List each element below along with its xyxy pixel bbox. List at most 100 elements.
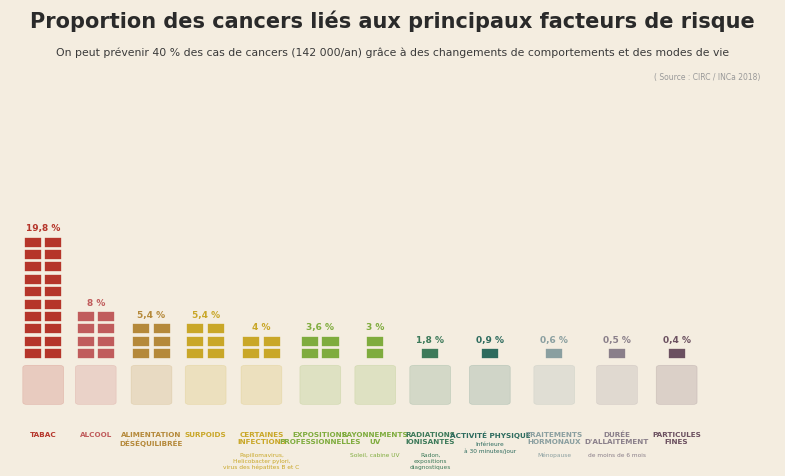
Text: 3 %: 3 %: [366, 323, 385, 332]
Text: 0,6 %: 0,6 %: [540, 335, 568, 344]
Bar: [44, 287, 62, 298]
Text: 0,9 %: 0,9 %: [476, 335, 504, 344]
Bar: [44, 237, 62, 248]
Bar: [322, 336, 339, 347]
Text: 19,8 %: 19,8 %: [26, 224, 60, 233]
Text: CERTAINES
INFECTIONS: CERTAINES INFECTIONS: [237, 431, 286, 444]
Text: TRAITEMENTS
HORMONAUX: TRAITEMENTS HORMONAUX: [526, 431, 582, 444]
Bar: [422, 348, 440, 359]
Bar: [24, 249, 42, 260]
Bar: [132, 348, 150, 359]
FancyBboxPatch shape: [23, 366, 64, 405]
FancyBboxPatch shape: [410, 366, 451, 405]
FancyBboxPatch shape: [241, 366, 282, 405]
Text: RAYONNEMENTS
UV: RAYONNEMENTS UV: [341, 431, 409, 444]
FancyBboxPatch shape: [656, 366, 697, 405]
Bar: [301, 336, 319, 347]
Bar: [187, 348, 204, 359]
Bar: [301, 348, 319, 359]
Text: 0,4 %: 0,4 %: [663, 335, 691, 344]
Text: 4 %: 4 %: [252, 323, 271, 332]
Bar: [242, 336, 261, 347]
Text: 8 %: 8 %: [86, 298, 105, 307]
Bar: [366, 336, 385, 347]
Text: 5,4 %: 5,4 %: [137, 310, 166, 319]
FancyBboxPatch shape: [300, 366, 341, 405]
Text: 3,6 %: 3,6 %: [306, 323, 334, 332]
Bar: [206, 336, 225, 347]
Bar: [24, 324, 42, 335]
FancyBboxPatch shape: [355, 366, 396, 405]
Text: SURPOIDS: SURPOIDS: [184, 431, 227, 437]
Text: Radon,
expositions
diagnostiques: Radon, expositions diagnostiques: [410, 452, 451, 469]
Text: On peut prévenir 40 % des cas de cancers (142 000/an) grâce à des changements de: On peut prévenir 40 % des cas de cancers…: [56, 48, 729, 58]
Bar: [77, 336, 94, 347]
Text: Soleil, cabine UV: Soleil, cabine UV: [350, 452, 400, 456]
FancyBboxPatch shape: [185, 366, 226, 405]
Bar: [24, 336, 42, 347]
Bar: [97, 348, 115, 359]
Bar: [152, 336, 171, 347]
Text: de moins de 6 mois: de moins de 6 mois: [588, 452, 646, 456]
Text: Ménopause: Ménopause: [537, 452, 571, 457]
Text: Proportion des cancers liés aux principaux facteurs de risque: Proportion des cancers liés aux principa…: [30, 10, 755, 32]
Bar: [44, 311, 62, 322]
Bar: [24, 287, 42, 298]
Bar: [97, 336, 115, 347]
Bar: [206, 324, 225, 335]
FancyBboxPatch shape: [131, 366, 172, 405]
Text: ALCOOL: ALCOOL: [79, 431, 112, 437]
Text: DURÉE
D'ALLAITEMENT: DURÉE D'ALLAITEMENT: [585, 431, 649, 445]
Bar: [608, 348, 626, 359]
Text: Inférieure
à 30 minutes/jour: Inférieure à 30 minutes/jour: [464, 441, 516, 453]
Bar: [44, 262, 62, 273]
Text: ALIMENTATION
DÉSÉQUILIBRÉE: ALIMENTATION DÉSÉQUILIBRÉE: [120, 431, 183, 446]
Text: 1,8 %: 1,8 %: [416, 335, 444, 344]
Bar: [24, 274, 42, 285]
Bar: [44, 299, 62, 310]
Bar: [206, 348, 225, 359]
Bar: [44, 249, 62, 260]
Bar: [77, 324, 94, 335]
Text: EXPOSITIONS
PROFESSIONNELLES: EXPOSITIONS PROFESSIONNELLES: [279, 431, 361, 444]
Bar: [152, 324, 171, 335]
Bar: [262, 348, 281, 359]
FancyBboxPatch shape: [597, 366, 637, 405]
Bar: [262, 336, 281, 347]
Bar: [24, 348, 42, 359]
Bar: [77, 348, 94, 359]
Text: ACTIVITÉ PHYSIQUE: ACTIVITÉ PHYSIQUE: [450, 431, 530, 438]
Text: 0,5 %: 0,5 %: [603, 335, 631, 344]
Bar: [132, 324, 150, 335]
Text: PARTICULES
FINES: PARTICULES FINES: [652, 431, 701, 444]
Bar: [187, 336, 204, 347]
Bar: [44, 348, 62, 359]
Bar: [44, 274, 62, 285]
Bar: [77, 311, 94, 322]
Bar: [187, 324, 204, 335]
Text: ( Source : CIRC / INCa 2018): ( Source : CIRC / INCa 2018): [653, 72, 760, 81]
Bar: [24, 262, 42, 273]
Text: TABAC: TABAC: [30, 431, 57, 437]
Bar: [44, 336, 62, 347]
FancyBboxPatch shape: [469, 366, 510, 405]
Bar: [242, 348, 261, 359]
Bar: [667, 348, 686, 359]
FancyBboxPatch shape: [75, 366, 116, 405]
Bar: [545, 348, 564, 359]
Bar: [132, 336, 150, 347]
Bar: [24, 299, 42, 310]
Bar: [322, 348, 339, 359]
Bar: [366, 348, 385, 359]
Bar: [480, 348, 499, 359]
Bar: [44, 324, 62, 335]
Bar: [24, 237, 42, 248]
Bar: [97, 311, 115, 322]
Text: 5,4 %: 5,4 %: [192, 310, 220, 319]
Bar: [24, 311, 42, 322]
Text: Papillomavirus,
Helicobacter pylori,
virus des hépatites B et C: Papillomavirus, Helicobacter pylori, vir…: [223, 452, 300, 469]
Bar: [152, 348, 171, 359]
Bar: [97, 324, 115, 335]
Text: RADIATIONS
IONISANTES: RADIATIONS IONISANTES: [405, 431, 455, 444]
FancyBboxPatch shape: [534, 366, 575, 405]
